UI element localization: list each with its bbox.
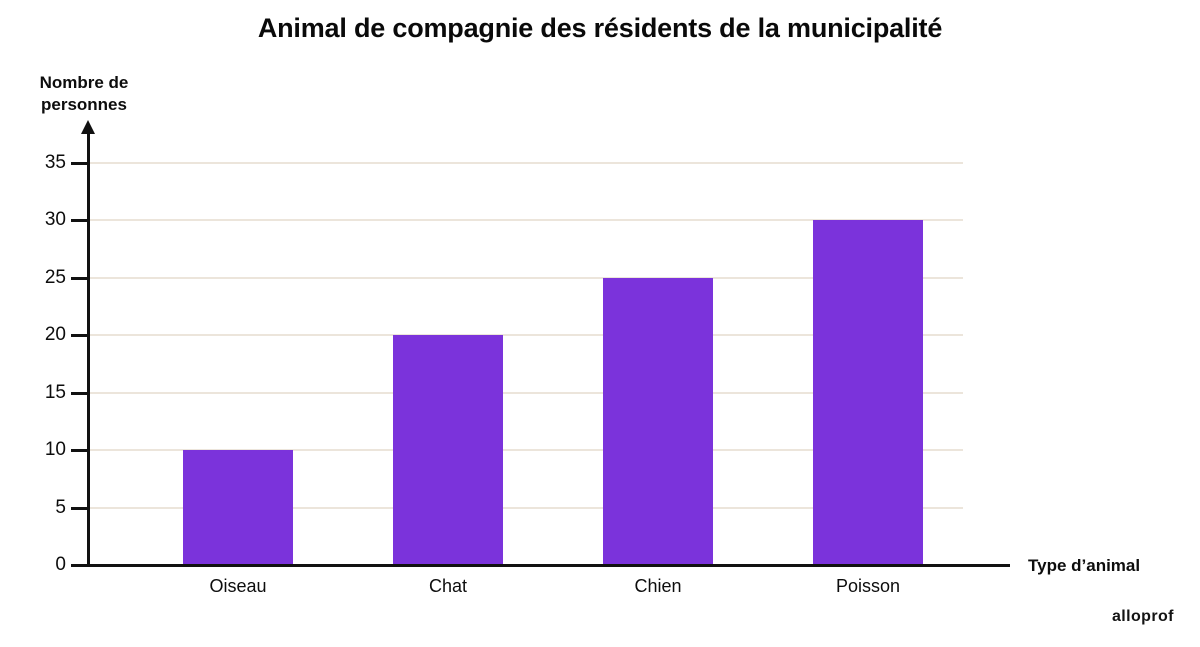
y-tick-label: 0 xyxy=(55,554,66,575)
bar-chien xyxy=(603,278,713,565)
y-tick-label: 20 xyxy=(44,324,66,345)
y-tick-mark xyxy=(71,162,88,165)
y-axis-arrow-icon xyxy=(81,120,95,134)
y-tick-mark xyxy=(71,219,88,222)
y-tick-mark xyxy=(71,277,88,280)
gridline xyxy=(88,277,963,279)
gridline xyxy=(88,219,963,221)
x-category-label: Oiseau xyxy=(209,576,267,596)
y-tick-label: 5 xyxy=(55,497,66,518)
bar-chat xyxy=(393,335,503,565)
y-tick-label: 15 xyxy=(44,382,66,403)
y-tick-label: 30 xyxy=(44,209,66,230)
y-tick-label: 10 xyxy=(44,439,66,460)
y-tick-mark xyxy=(71,449,88,452)
y-tick-label: 35 xyxy=(44,152,66,173)
x-category-label: Chat xyxy=(428,576,468,596)
x-axis-line xyxy=(72,564,1010,567)
x-category-label: Poisson xyxy=(835,576,901,596)
y-tick-mark xyxy=(71,334,88,337)
y-axis-title: Nombre de personnes xyxy=(39,73,129,114)
chart-title: Animal de compagnie des résidents de la … xyxy=(257,13,943,43)
y-tick-mark xyxy=(71,507,88,510)
y-axis-line xyxy=(87,132,90,566)
y-tick-mark xyxy=(71,392,88,395)
bar-poisson xyxy=(813,220,923,565)
gridline xyxy=(88,162,963,164)
gridline xyxy=(88,507,963,509)
gridline xyxy=(88,392,963,394)
gridline xyxy=(88,334,963,336)
x-axis-title: Type d’animal xyxy=(1028,556,1141,575)
bar-oiseau xyxy=(183,450,293,565)
alloprof-logo: alloprof xyxy=(1112,608,1174,625)
y-tick-label: 25 xyxy=(44,267,66,288)
gridline xyxy=(88,449,963,451)
x-category-label: Chien xyxy=(634,576,682,596)
